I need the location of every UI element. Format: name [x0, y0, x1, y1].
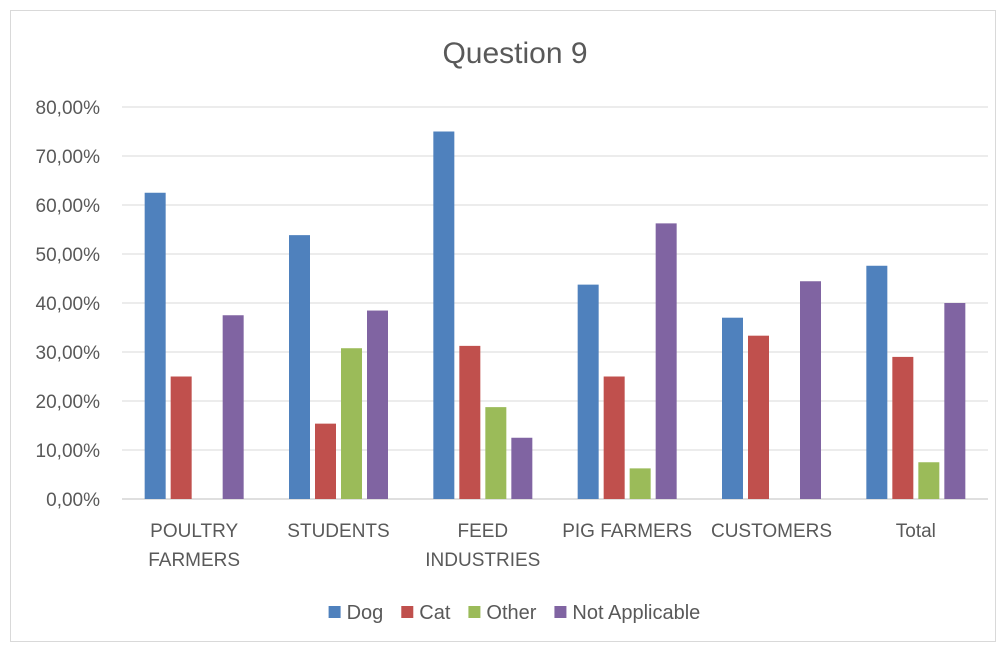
legend-label: Cat — [419, 602, 451, 624]
bar-cat — [748, 335, 769, 499]
bar-other — [485, 407, 507, 499]
x-category-label: FARMERS — [148, 550, 240, 571]
bar-dog — [144, 192, 166, 499]
legend-swatch — [328, 606, 341, 618]
x-category-label: CUSTOMERS — [711, 521, 832, 542]
bar-not-applicable — [367, 310, 388, 499]
legend-label: Other — [486, 602, 536, 624]
bar-cat — [892, 356, 914, 499]
x-category-label: Total — [896, 521, 936, 542]
bar-other — [341, 348, 362, 499]
x-category-label: FEED — [457, 521, 508, 542]
x-category-label: POULTRY — [150, 521, 238, 542]
y-tick-label: 0,00% — [46, 490, 100, 511]
y-tick-label: 50,00% — [36, 245, 101, 266]
bar-other — [918, 462, 940, 499]
bar-cat — [459, 345, 481, 499]
y-tick-label: 70,00% — [36, 147, 101, 168]
bar-dog — [433, 131, 455, 499]
legend-swatch — [401, 606, 414, 618]
bar-dog — [722, 317, 743, 499]
chart-title: Question 9 — [442, 37, 587, 70]
x-category-label: PIG FARMERS — [562, 521, 692, 542]
x-category-label: STUDENTS — [287, 521, 389, 542]
y-tick-label: 20,00% — [36, 392, 101, 413]
bar-not-applicable — [655, 223, 677, 499]
bar-cat — [315, 423, 336, 499]
bar-not-applicable — [222, 315, 244, 499]
bar-not-applicable — [511, 437, 533, 499]
bar-other — [629, 468, 651, 499]
legend-label: Not Applicable — [572, 602, 700, 624]
y-tick-label: 10,00% — [36, 441, 101, 462]
x-category-label: INDUSTRIES — [425, 550, 540, 571]
bar-not-applicable — [944, 303, 966, 499]
y-tick-label: 60,00% — [36, 196, 101, 217]
legend-label: Dog — [347, 602, 384, 624]
chart-area — [10, 10, 996, 642]
gridlines — [122, 106, 988, 500]
legend: Dog Cat Other Not Applicable — [328, 602, 700, 624]
bar-dog — [866, 265, 888, 499]
x-axis: POULTRY FARMERS STUDENTS FEED INDUSTRIES PIG … — [148, 521, 936, 571]
bar-cat — [603, 376, 625, 499]
y-axis: 0,00% 10,00% 20,00% 30,00% 40,00% 50,00% 60,00… — [36, 98, 101, 511]
bars — [144, 131, 966, 499]
bar-not-applicable — [800, 281, 821, 499]
bar-dog — [577, 284, 599, 499]
legend-swatch — [554, 606, 567, 618]
bar-cat — [170, 376, 192, 499]
legend-swatch — [468, 606, 481, 618]
y-tick-label: 40,00% — [36, 294, 101, 315]
y-tick-label: 30,00% — [36, 343, 101, 364]
bar-dog — [289, 235, 310, 499]
y-tick-label: 80,00% — [36, 98, 101, 119]
